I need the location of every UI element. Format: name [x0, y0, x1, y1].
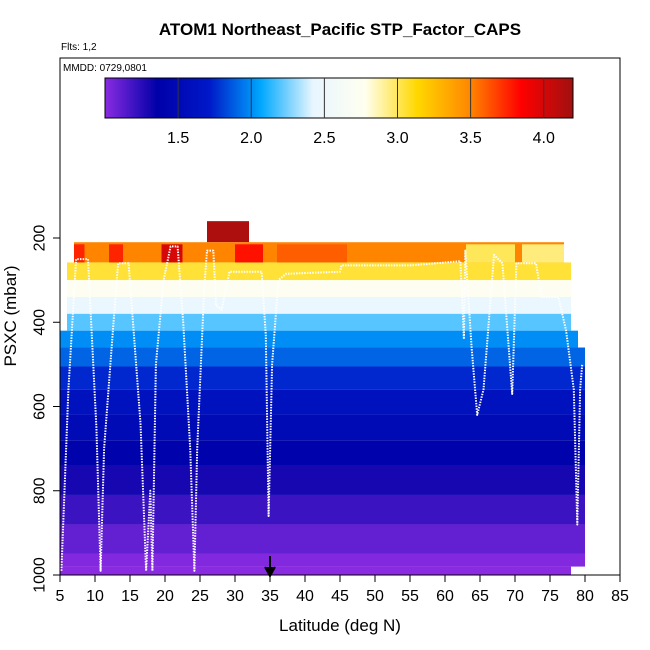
- heatmap-layer-14: [60, 524, 585, 554]
- colorbar-gradient: [104, 77, 574, 119]
- heatmap-layer-7: [60, 347, 585, 367]
- heatmap-cell-6: [522, 244, 564, 263]
- heatmap-cell-0: [161, 244, 183, 263]
- heatmap-layer-10: [60, 414, 585, 441]
- colorbar-tick-label: 2.5: [313, 130, 335, 147]
- heatmap-layer-0: [207, 221, 249, 243]
- x-tick-label: 60: [436, 588, 454, 605]
- y-tick-label: 1000: [32, 557, 49, 593]
- dates-label: MMDD: 0729,0801: [63, 63, 147, 74]
- x-tick-label: 55: [401, 588, 419, 605]
- colorbar: 1.5 2.0 2.5 3.0 3.5 4.0: [104, 77, 574, 147]
- heatmap-cell-1: [74, 244, 85, 263]
- heatmap-layer-5: [67, 313, 571, 331]
- x-tick-label: 30: [226, 588, 244, 605]
- y-axis-label: PSXC (mbar): [1, 265, 20, 366]
- x-tick-label: 65: [471, 588, 489, 605]
- colorbar-tick-label: 1.5: [167, 130, 189, 147]
- heatmap-layer-16: [60, 566, 571, 575]
- heatmap-layer-2: [67, 262, 571, 281]
- y-tick-label: 200: [32, 225, 49, 252]
- heatmap-layer-6: [60, 330, 578, 348]
- x-axis-label: Latitude (deg N): [279, 616, 401, 635]
- colorbar-tick-label: 3.0: [386, 130, 408, 147]
- heatmap-layer-9: [60, 389, 585, 415]
- x-tick-label: 85: [611, 588, 629, 605]
- flight-track-line: [60, 245, 584, 572]
- x-tick-label: 40: [296, 588, 314, 605]
- x-tick-label: 15: [121, 588, 139, 605]
- x-tick-label: 70: [506, 588, 524, 605]
- chart-title: ATOM1 Northeast_Pacific STP_Factor_CAPS: [159, 20, 521, 39]
- heatmap-layer-12: [60, 465, 585, 495]
- heatmap-cell-2: [109, 244, 123, 263]
- heatmap-layer-15: [60, 553, 585, 567]
- heatmap-layer-13: [60, 494, 585, 525]
- heatmap-layer-3: [67, 280, 571, 297]
- x-tick-label: 5: [56, 588, 65, 605]
- latitude-arrow: [264, 556, 276, 579]
- y-axis: 200 400 600 800 1000: [32, 225, 61, 593]
- colorbar-tick-label: 2.0: [240, 130, 262, 147]
- heatmap-layer-11: [60, 440, 585, 466]
- x-tick-label: 75: [541, 588, 559, 605]
- heatmap-layer: [60, 221, 585, 575]
- y-tick-label: 400: [32, 309, 49, 336]
- x-tick-label: 80: [576, 588, 594, 605]
- x-tick-label: 20: [156, 588, 174, 605]
- heatmap-layer-8: [60, 366, 585, 390]
- y-tick-label: 600: [32, 393, 49, 420]
- x-tick-label: 25: [191, 588, 209, 605]
- x-tick-label: 50: [366, 588, 384, 605]
- flight-track: [60, 245, 584, 572]
- heatmap-cell-3: [235, 244, 263, 263]
- heatmap-cell-5: [466, 244, 515, 263]
- x-tick-label: 45: [331, 588, 349, 605]
- flights-label: Flts: 1,2: [61, 42, 97, 53]
- y-tick-label: 800: [32, 477, 49, 504]
- x-axis: 5 10 15 20 25 30 35 40 45 50 55 60 65 70 75 80 85: [56, 574, 629, 605]
- x-tick-label: 35: [261, 588, 279, 605]
- heatmap-layer-4: [67, 296, 571, 314]
- heatmap-cell-4: [277, 244, 347, 263]
- x-tick-label: 10: [86, 588, 104, 605]
- colorbar-tick-label: 4.0: [533, 130, 555, 147]
- colorbar-tick-label: 3.5: [460, 130, 482, 147]
